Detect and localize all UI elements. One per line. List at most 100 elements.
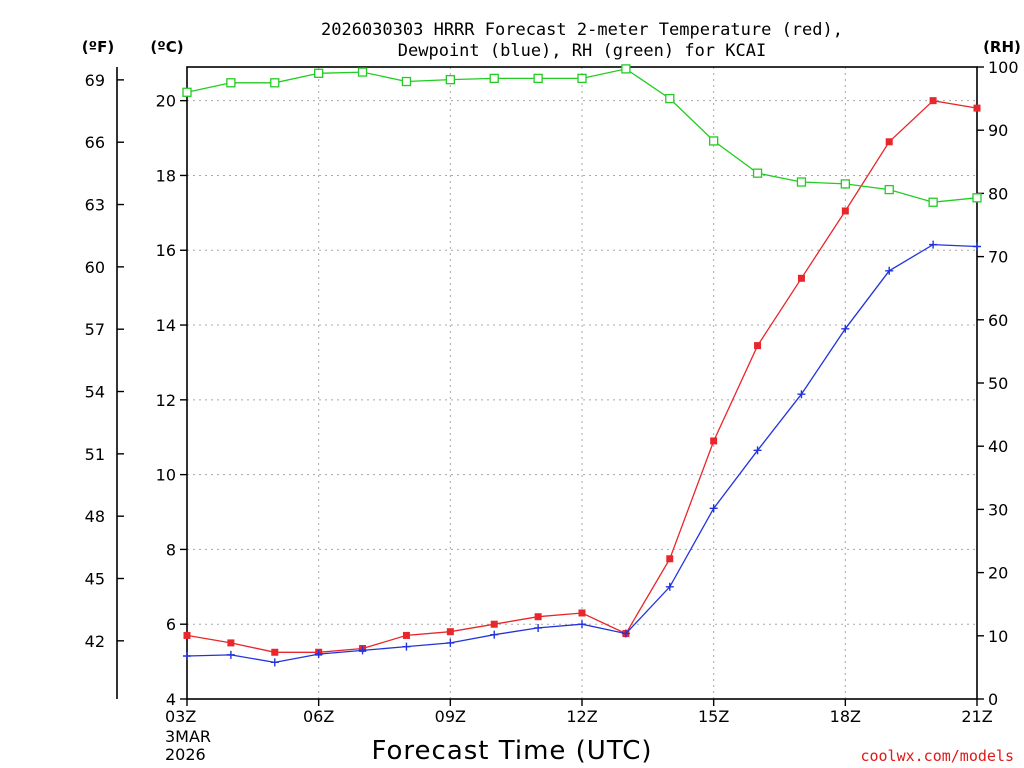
temperature-point (227, 639, 235, 647)
dewpoint-point (402, 642, 411, 651)
dewpoint-point (314, 650, 323, 659)
celsius-tick-label: 20 (156, 92, 176, 111)
rh-point (972, 193, 982, 203)
temperature-point (490, 620, 498, 628)
x-date-label-day: 3MAR (165, 727, 211, 746)
celsius-tick-label: 16 (156, 241, 176, 260)
rh-point (270, 78, 280, 88)
x-axis-title: Forecast Time (UTC) (371, 736, 652, 766)
temperature-point (710, 437, 718, 445)
temperature-line (186, 100, 978, 653)
x-tick-label: 06Z (303, 707, 334, 726)
series-dewpoint (183, 240, 981, 667)
x-date-label-year: 2026 (165, 745, 206, 764)
rh-point (796, 177, 807, 187)
site-credit: coolwx.com/models (860, 747, 1014, 765)
axes: 03Z 06Z 09Z 12Z 15Z 18Z 21Z 4 6 8 10 12 14 16 18 20 42 45… (85, 58, 1019, 726)
fahrenheit-unit-label: (ºF) (82, 38, 114, 56)
series-rh (182, 64, 982, 207)
temperature-point (402, 631, 410, 639)
rh-point (445, 74, 455, 85)
dewpoint-point (226, 650, 235, 659)
fahrenheit-tick-label: 45 (85, 570, 105, 589)
temperature-point (841, 207, 849, 215)
fahrenheit-tick-label: 42 (85, 632, 105, 651)
dewpoint-point (446, 638, 455, 647)
dewpoint-point (973, 242, 981, 251)
rh-tick-label: 10 (988, 627, 1008, 646)
temperature-point (797, 274, 805, 282)
fahrenheit-tick-label: 54 (85, 383, 105, 402)
celsius-unit-label: (ºC) (150, 38, 183, 56)
rh-tick-label: 100 (988, 58, 1019, 77)
rh-point (489, 73, 499, 84)
dewpoint-point (929, 240, 938, 249)
rh-point (533, 73, 543, 84)
temperature-point (183, 631, 191, 639)
dewpoint-point (183, 651, 191, 660)
rh-point (665, 93, 675, 104)
rh-tick-label: 30 (988, 500, 1008, 519)
temperature-point (929, 97, 937, 105)
rh-tick-label: 40 (988, 437, 1008, 456)
x-tick-label: 03Z (165, 707, 196, 726)
rh-tick-label: 60 (988, 311, 1008, 330)
fahrenheit-tick-label: 63 (85, 196, 105, 215)
rh-point (621, 64, 631, 74)
dewpoint-point (753, 446, 762, 455)
dewpoint-point (665, 582, 674, 591)
rh-point (752, 168, 763, 178)
grid-lines (187, 67, 977, 699)
temperature-point (973, 104, 981, 112)
plot-frame (186, 66, 978, 700)
rh-point (884, 184, 894, 195)
rh-point (357, 67, 368, 77)
x-tick-label: 09Z (435, 707, 466, 726)
rh-tick-label: 0 (988, 690, 998, 709)
fahrenheit-tick-label: 51 (85, 445, 105, 464)
x-tick-label: 12Z (566, 707, 597, 726)
rh-point (577, 73, 587, 84)
temperature-point (578, 609, 586, 617)
dewpoint-point (885, 266, 894, 275)
fahrenheit-tick-label: 48 (85, 507, 105, 526)
celsius-tick-label: 4 (166, 690, 176, 709)
rh-point (840, 179, 850, 189)
x-tick-label: 18Z (830, 707, 861, 726)
rh-point (401, 76, 412, 87)
celsius-tick-label: 18 (156, 166, 176, 185)
dewpoint-point (490, 630, 499, 639)
temperature-point (534, 613, 542, 621)
rh-tick-label: 90 (988, 121, 1008, 140)
dewpoint-point (534, 623, 543, 632)
rh-point (709, 136, 719, 146)
celsius-tick-label: 6 (166, 615, 176, 634)
rh-point (226, 78, 236, 88)
x-tick-label: 21Z (961, 707, 992, 726)
rh-point (182, 87, 192, 97)
fahrenheit-tick-label: 60 (85, 258, 105, 277)
dewpoint-point (709, 504, 718, 513)
rh-unit-label: (RH) (983, 38, 1021, 56)
dewpoint-point (621, 629, 630, 638)
chart-title-line-2: Dewpoint (blue), RH (green) for KCAI (398, 41, 766, 61)
celsius-tick-label: 10 (156, 466, 176, 485)
temperature-point (885, 138, 893, 146)
rh-tick-label: 20 (988, 564, 1008, 583)
temperature-point (666, 555, 674, 563)
temperature-point (271, 648, 279, 656)
dewpoint-point (358, 646, 367, 655)
x-tick-label: 15Z (698, 707, 729, 726)
celsius-tick-label: 14 (156, 316, 176, 335)
temperature-point (446, 628, 454, 636)
rh-point (928, 197, 938, 207)
fahrenheit-tick-label: 57 (85, 320, 105, 339)
dewpoint-point (841, 324, 850, 333)
data-series (182, 64, 982, 667)
fahrenheit-tick-label: 66 (85, 133, 105, 152)
rh-tick-label: 50 (988, 374, 1008, 393)
rh-tick-label: 80 (988, 184, 1008, 203)
fahrenheit-tick-label: 69 (85, 71, 105, 90)
rh-point (314, 68, 324, 78)
